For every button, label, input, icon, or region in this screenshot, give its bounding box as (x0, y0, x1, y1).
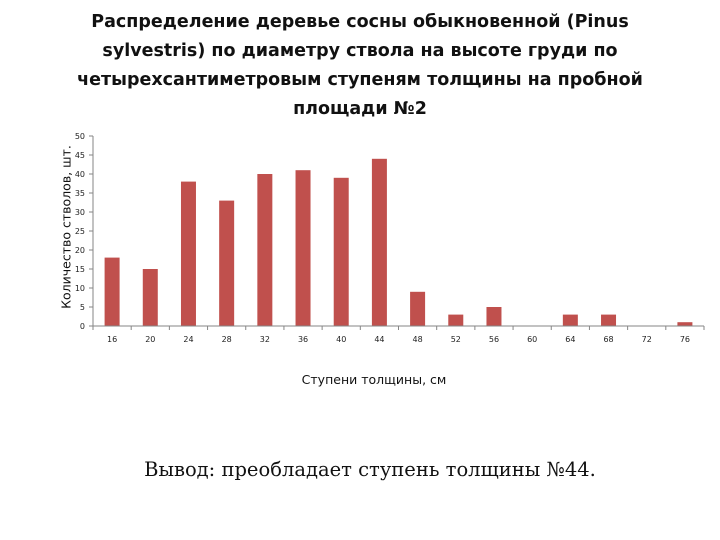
y-tick-label: 25 (75, 227, 85, 236)
x-axis-title: Ступени толщины, см (301, 372, 447, 387)
bar-28 (219, 200, 235, 326)
bar-68 (601, 314, 617, 326)
y-tick-label: 0 (80, 322, 85, 331)
x-tick-label: 28 (222, 335, 232, 344)
x-tick-label: 52 (451, 335, 461, 344)
x-tick-label: 20 (145, 335, 155, 344)
x-axis-ticks: 16 20 24 28 32 36 40 44 48 52 56 60 64 68 72 76 (92, 326, 705, 344)
bar-20 (142, 269, 158, 326)
bar-56 (486, 307, 502, 326)
y-tick-label: 5 (80, 303, 85, 312)
bars-group (104, 158, 693, 326)
x-tick-label: 44 (374, 335, 384, 344)
x-tick-label: 16 (107, 335, 117, 344)
y-tick-label: 40 (75, 170, 85, 179)
bar-16 (104, 257, 120, 326)
bar-40 (333, 177, 349, 326)
bar-76 (677, 322, 693, 326)
y-tick-label: 15 (75, 265, 85, 274)
y-tick-label: 20 (75, 246, 85, 255)
y-axis-ticks: 0 5 10 15 20 25 30 35 40 45 50 (75, 132, 93, 331)
chart-title: Распределение деревье сосны обыкновенной… (77, 12, 643, 119)
y-tick-label: 50 (75, 132, 85, 141)
bar-24 (180, 181, 196, 326)
x-tick-label: 68 (603, 335, 613, 344)
x-tick-label: 32 (260, 335, 270, 344)
x-tick-label: 72 (642, 335, 652, 344)
x-tick-label: 56 (489, 335, 499, 344)
x-tick-label: 60 (527, 335, 537, 344)
y-tick-label: 35 (75, 189, 85, 198)
y-tick-label: 45 (75, 151, 85, 160)
x-tick-label: 36 (298, 335, 308, 344)
bar-36 (295, 170, 311, 326)
bar-48 (410, 291, 426, 326)
y-tick-label: 30 (75, 208, 85, 217)
conclusion-text: Вывод: преобладает ступень толщины №44. (144, 458, 596, 481)
bar-64 (562, 314, 578, 326)
x-tick-label: 64 (565, 335, 575, 344)
x-tick-label: 24 (183, 335, 193, 344)
bar-44 (371, 158, 387, 326)
bar-32 (257, 174, 273, 326)
bar-52 (448, 314, 464, 326)
x-tick-label: 48 (413, 335, 423, 344)
x-tick-label: 76 (680, 335, 690, 344)
x-tick-label: 40 (336, 335, 346, 344)
y-tick-label: 10 (75, 284, 85, 293)
